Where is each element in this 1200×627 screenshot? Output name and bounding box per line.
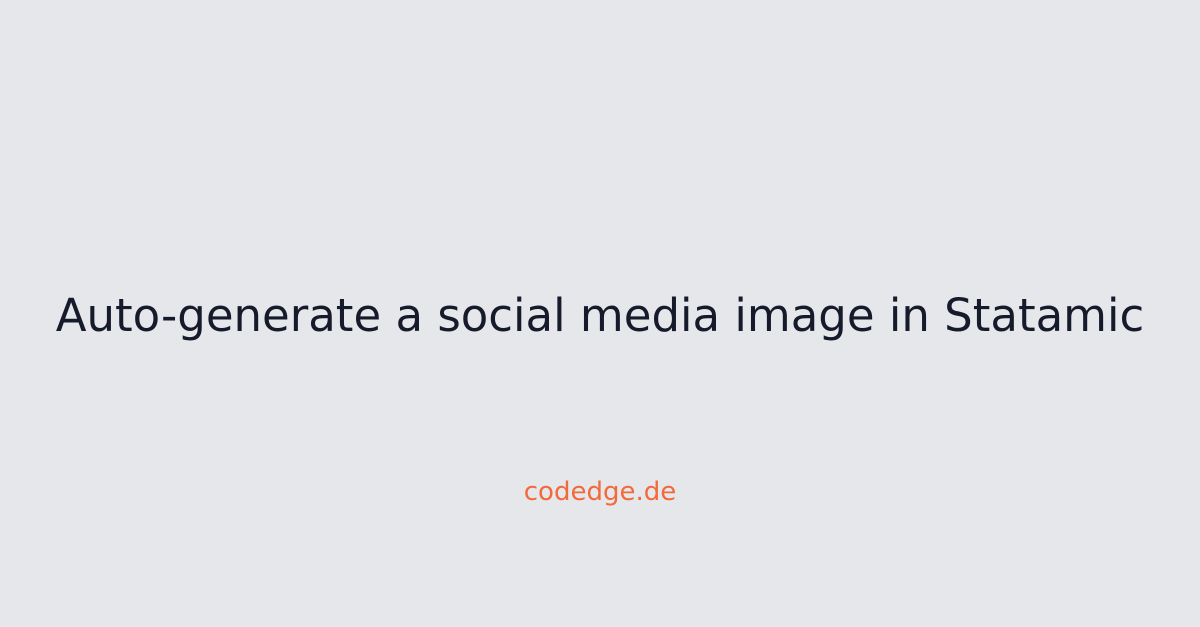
site-domain: codedge.de bbox=[523, 477, 677, 507]
card-title: Auto-generate a social media image in St… bbox=[55, 289, 1145, 342]
